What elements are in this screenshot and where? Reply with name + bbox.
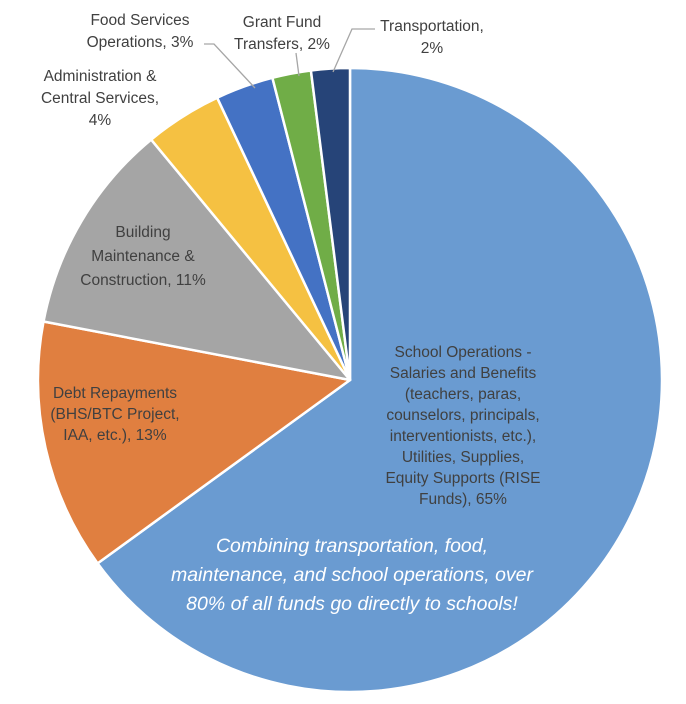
slice-label-line: Construction, 11% <box>80 272 206 289</box>
leader-line-6 <box>332 28 375 73</box>
pie-slices <box>36 66 664 694</box>
slice-label-0: School Operations - Salaries and Benefits… <box>385 344 540 508</box>
slice-label-line: IAA, etc.), 13% <box>63 427 167 444</box>
pie-slice-2 <box>42 138 352 382</box>
slice-label-5: Grant Fund Transfers, 2% <box>234 14 330 53</box>
slice-label-line: Equity Supports (RISE <box>385 470 540 487</box>
slice-label-line: counselors, principals, <box>386 407 539 424</box>
slice-label-line: School Operations - <box>395 344 532 361</box>
slice-label-line: Operations, 3% <box>87 34 194 51</box>
chart-annotation: Combining transportation, food, maintenan… <box>171 535 535 615</box>
slice-label-line: Building <box>115 224 170 241</box>
slice-label-line: Food Services <box>90 12 189 29</box>
slice-label-line: 4% <box>89 112 112 129</box>
leader-line-5 <box>295 52 300 77</box>
slice-label-3: Administration & Central Services, 4% <box>41 68 159 129</box>
slice-label-4: Food Services Operations, 3% <box>87 12 194 51</box>
annotation-line: Combining transportation, food, <box>216 535 488 557</box>
annotation-line: 80% of all funds go directly to schools! <box>186 593 518 615</box>
slice-label-line: Central Services, <box>41 90 159 107</box>
slice-label-line: Salaries and Benefits <box>390 365 537 382</box>
leader-line-4 <box>204 43 256 89</box>
slice-label-2: Building Maintenance & Construction, 11% <box>80 224 206 289</box>
annotation-text: Combining transportation, food, maintenan… <box>171 535 535 615</box>
slice-label-line: Debt Repayments <box>53 385 177 402</box>
slice-label-line: Grant Fund <box>243 14 321 31</box>
slice-label-line: (BHS/BTC Project, <box>50 406 179 423</box>
slice-label-line: Utilities, Supplies, <box>402 449 524 466</box>
slice-label-6: Transportation, 2% <box>380 18 484 57</box>
slice-label-line: 2% <box>421 40 444 57</box>
slice-labels: School Operations - Salaries and Benefits… <box>41 12 541 508</box>
pie-slice-1 <box>36 320 352 565</box>
pie-slice-0 <box>96 66 664 694</box>
leader-lines <box>204 28 375 89</box>
pie-slice-6 <box>309 66 352 382</box>
slice-label-line: Administration & <box>44 68 158 85</box>
slice-label-line: Maintenance & <box>91 248 195 265</box>
slice-label-1: Debt Repayments (BHS/BTC Project, IAA, etc… <box>50 385 179 444</box>
slice-label-line: Funds), 65% <box>419 491 507 508</box>
slice-label-line: interventionists, etc.), <box>390 428 536 445</box>
annotation-line: maintenance, and school operations, over <box>171 564 535 586</box>
slice-label-line: (teachers, paras, <box>405 386 521 403</box>
slice-label-line: Transfers, 2% <box>234 36 330 53</box>
slice-label-line: Transportation, <box>380 18 484 35</box>
